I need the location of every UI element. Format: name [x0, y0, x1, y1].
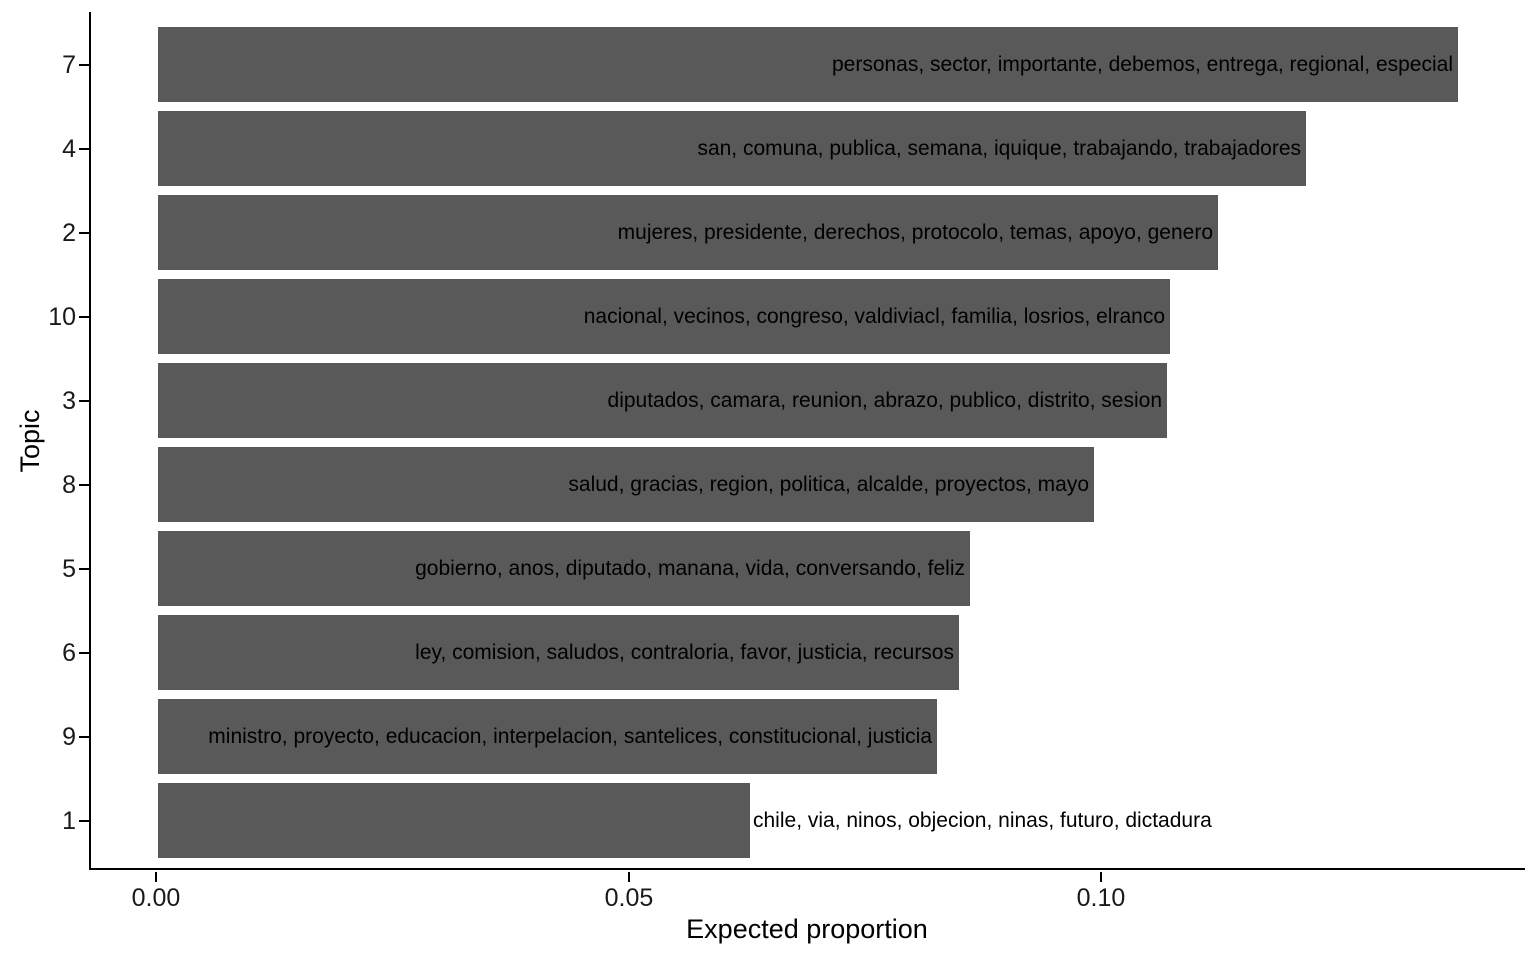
x-tick-label: 0.00	[131, 884, 181, 912]
x-tick	[155, 872, 157, 882]
bar-terms-label: san, comuna, publica, semana, iquique, t…	[697, 136, 1301, 160]
plot-panel: personas, sector, importante, debemos, e…	[89, 12, 1525, 870]
y-tick-label: 9	[62, 722, 76, 751]
bar-terms-label: ley, comision, saludos, contraloria, fav…	[415, 640, 954, 664]
bar-topic-7	[158, 27, 1458, 102]
y-tick-label: 2	[62, 218, 76, 247]
y-tick	[79, 651, 89, 654]
bar-terms-label: salud, gracias, region, politica, alcald…	[568, 472, 1089, 496]
bar-terms-label: ministro, proyecto, educacion, interpela…	[208, 724, 932, 748]
y-tick-label: 8	[62, 470, 76, 499]
y-tick	[79, 63, 89, 66]
y-tick-label: 5	[62, 554, 76, 583]
x-tick	[1100, 872, 1102, 882]
bar-terms-label: chile, via, ninos, objecion, ninas, futu…	[753, 808, 1212, 832]
y-tick-label: 3	[62, 386, 76, 415]
bar-terms-label: mujeres, presidente, derechos, protocolo…	[617, 220, 1213, 244]
bar-topic-8	[158, 447, 1094, 522]
y-tick-label: 1	[62, 806, 76, 835]
bar-terms-label: gobierno, anos, diputado, manana, vida, …	[415, 556, 965, 580]
bar-terms-label: nacional, vecinos, congreso, valdiviacl,…	[583, 304, 1165, 328]
x-tick-label: 0.05	[604, 884, 654, 912]
y-tick-label: 7	[62, 50, 76, 79]
y-tick	[79, 399, 89, 402]
y-tick-label: 4	[62, 134, 76, 163]
y-tick-label: 6	[62, 638, 76, 667]
y-tick	[79, 567, 89, 570]
x-tick	[628, 872, 630, 882]
y-tick	[79, 147, 89, 150]
bar-terms-label: personas, sector, importante, debemos, e…	[831, 52, 1453, 76]
bar-topic-6	[158, 615, 959, 690]
bar-topic-5	[158, 531, 970, 606]
bar-topic-9	[158, 699, 937, 774]
y-tick	[79, 819, 89, 822]
x-axis-title: Expected proportion	[686, 914, 928, 944]
y-axis-title: Topic	[15, 409, 45, 473]
bar-topic-3	[158, 363, 1167, 438]
bar-topic-2	[158, 195, 1218, 270]
y-tick	[79, 231, 89, 234]
bar-topic-4	[158, 111, 1306, 186]
bar-topic-10	[158, 279, 1170, 354]
bar-topic-1	[158, 783, 750, 858]
y-tick	[79, 483, 89, 486]
y-tick	[79, 735, 89, 738]
bar-terms-label: diputados, camara, reunion, abrazo, publ…	[607, 388, 1162, 412]
x-tick-label: 0.10	[1076, 884, 1126, 912]
y-tick	[79, 315, 89, 318]
y-tick-label: 10	[48, 302, 76, 331]
